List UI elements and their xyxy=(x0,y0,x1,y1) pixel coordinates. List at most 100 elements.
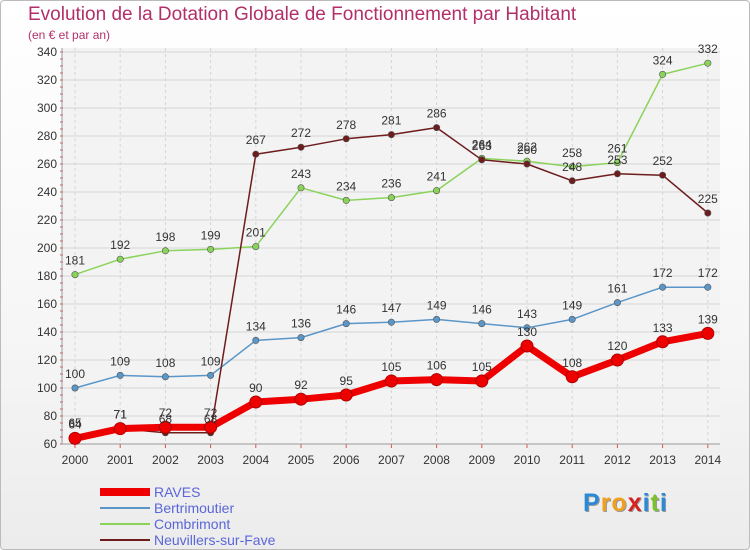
logo-letter: P xyxy=(583,489,601,517)
data-label-raves: 120 xyxy=(607,339,627,353)
data-point-combrimont xyxy=(297,184,305,192)
data-label-combrimont: 192 xyxy=(110,238,130,252)
y-tick-label: 340 xyxy=(37,45,57,59)
data-label-bertrimoutier: 109 xyxy=(201,354,221,368)
data-label-combrimont: 258 xyxy=(562,146,582,160)
data-label-raves: 105 xyxy=(472,360,492,374)
data-label-raves: 95 xyxy=(340,374,354,388)
data-label-bertrimoutier: 143 xyxy=(517,307,537,321)
data-point-bertrimoutier xyxy=(568,315,576,323)
x-tick-label: 2001 xyxy=(107,453,134,467)
data-point-combrimont xyxy=(116,255,124,263)
data-label-bertrimoutier: 146 xyxy=(472,303,492,317)
y-tick-label: 180 xyxy=(37,269,57,283)
y-tick-label: 160 xyxy=(37,297,57,311)
data-point-neuvillers-sur-fave xyxy=(342,135,350,143)
logo-letter: x xyxy=(627,489,643,517)
data-point-neuvillers-sur-fave xyxy=(478,156,486,164)
data-label-bertrimoutier: 100 xyxy=(65,367,85,381)
data-label-raves: 133 xyxy=(653,321,673,335)
data-label-raves: 108 xyxy=(562,356,582,370)
y-tick-label: 220 xyxy=(37,213,57,227)
data-label-neuvillers-sur-fave: 278 xyxy=(336,118,356,132)
data-label-raves: 92 xyxy=(294,378,308,392)
data-point-combrimont xyxy=(387,194,395,202)
data-point-bertrimoutier xyxy=(613,299,621,307)
data-label-raves: 64 xyxy=(68,417,82,431)
data-point-bertrimoutier xyxy=(116,371,124,379)
data-point-bertrimoutier xyxy=(478,320,486,328)
legend-label: Bertrimoutier xyxy=(154,500,235,516)
data-point-bertrimoutier xyxy=(659,283,667,291)
data-label-neuvillers-sur-fave: 68 xyxy=(159,412,173,426)
data-point-combrimont xyxy=(659,70,667,78)
data-point-raves xyxy=(430,373,444,387)
data-label-raves: 139 xyxy=(698,312,718,326)
data-point-combrimont xyxy=(161,247,169,255)
data-point-raves xyxy=(294,392,308,406)
data-label-combrimont: 261 xyxy=(607,142,627,156)
logo-letter: t xyxy=(650,489,660,517)
legend-swatch xyxy=(100,507,150,509)
x-tick-label: 2003 xyxy=(197,453,224,467)
data-point-bertrimoutier xyxy=(387,318,395,326)
data-label-raves: 90 xyxy=(249,381,263,395)
x-tick-label: 2012 xyxy=(604,453,631,467)
data-point-combrimont xyxy=(342,196,350,204)
x-tick-label: 2005 xyxy=(288,453,315,467)
data-label-raves: 105 xyxy=(381,360,401,374)
data-label-combrimont: 234 xyxy=(336,179,356,193)
x-tick-label: 2009 xyxy=(468,453,495,467)
data-label-neuvillers-sur-fave: 68 xyxy=(204,412,218,426)
x-tick-label: 2010 xyxy=(514,453,541,467)
data-point-raves xyxy=(204,420,218,434)
data-label-neuvillers-sur-fave: 253 xyxy=(607,153,627,167)
data-label-bertrimoutier: 161 xyxy=(607,282,627,296)
data-label-combrimont: 241 xyxy=(427,170,447,184)
legend-label: RAVES xyxy=(154,484,201,500)
data-label-bertrimoutier: 147 xyxy=(381,301,401,315)
data-label-combrimont: 262 xyxy=(517,140,537,154)
x-tick-label: 2004 xyxy=(242,453,269,467)
data-point-neuvillers-sur-fave xyxy=(613,170,621,178)
data-point-raves xyxy=(565,370,579,384)
data-point-combrimont xyxy=(613,159,621,167)
data-point-neuvillers-sur-fave xyxy=(704,209,712,217)
x-tick-label: 2006 xyxy=(333,453,360,467)
chart-subtitle: (en € et par an) xyxy=(28,28,111,42)
data-point-combrimont xyxy=(433,187,441,195)
data-point-raves xyxy=(339,388,353,402)
y-tick-label: 80 xyxy=(44,409,58,423)
data-label-neuvillers-sur-fave: 267 xyxy=(246,133,266,147)
data-label-raves: 106 xyxy=(427,359,447,373)
data-label-bertrimoutier: 149 xyxy=(427,298,447,312)
data-point-raves xyxy=(158,420,172,434)
data-point-neuvillers-sur-fave xyxy=(297,143,305,151)
data-point-raves xyxy=(701,326,715,340)
data-point-raves xyxy=(384,374,398,388)
data-label-combrimont: 264 xyxy=(472,137,492,151)
data-label-neuvillers-sur-fave: 65 xyxy=(68,416,82,430)
data-label-neuvillers-sur-fave: 260 xyxy=(517,143,537,157)
y-tick-label: 200 xyxy=(37,241,57,255)
data-point-bertrimoutier xyxy=(433,315,441,323)
data-label-bertrimoutier: 146 xyxy=(336,303,356,317)
data-label-bertrimoutier: 109 xyxy=(110,354,130,368)
data-label-combrimont: 332 xyxy=(698,42,718,56)
data-label-neuvillers-sur-fave: 71 xyxy=(114,408,128,422)
data-point-combrimont xyxy=(568,163,576,171)
data-point-raves xyxy=(249,395,263,409)
data-point-neuvillers-sur-fave xyxy=(433,124,441,132)
data-label-combrimont: 181 xyxy=(65,254,85,268)
y-tick-label: 240 xyxy=(37,185,57,199)
data-point-bertrimoutier xyxy=(523,324,531,332)
data-point-combrimont xyxy=(71,271,79,279)
data-point-combrimont xyxy=(704,59,712,67)
y-tick-label: 100 xyxy=(37,381,57,395)
data-label-bertrimoutier: 108 xyxy=(155,356,175,370)
data-label-bertrimoutier: 172 xyxy=(653,266,673,280)
data-label-neuvillers-sur-fave: 248 xyxy=(562,160,582,174)
logo-letter: o xyxy=(611,489,628,517)
x-tick-label: 2013 xyxy=(649,453,676,467)
y-tick-label: 60 xyxy=(44,437,58,451)
